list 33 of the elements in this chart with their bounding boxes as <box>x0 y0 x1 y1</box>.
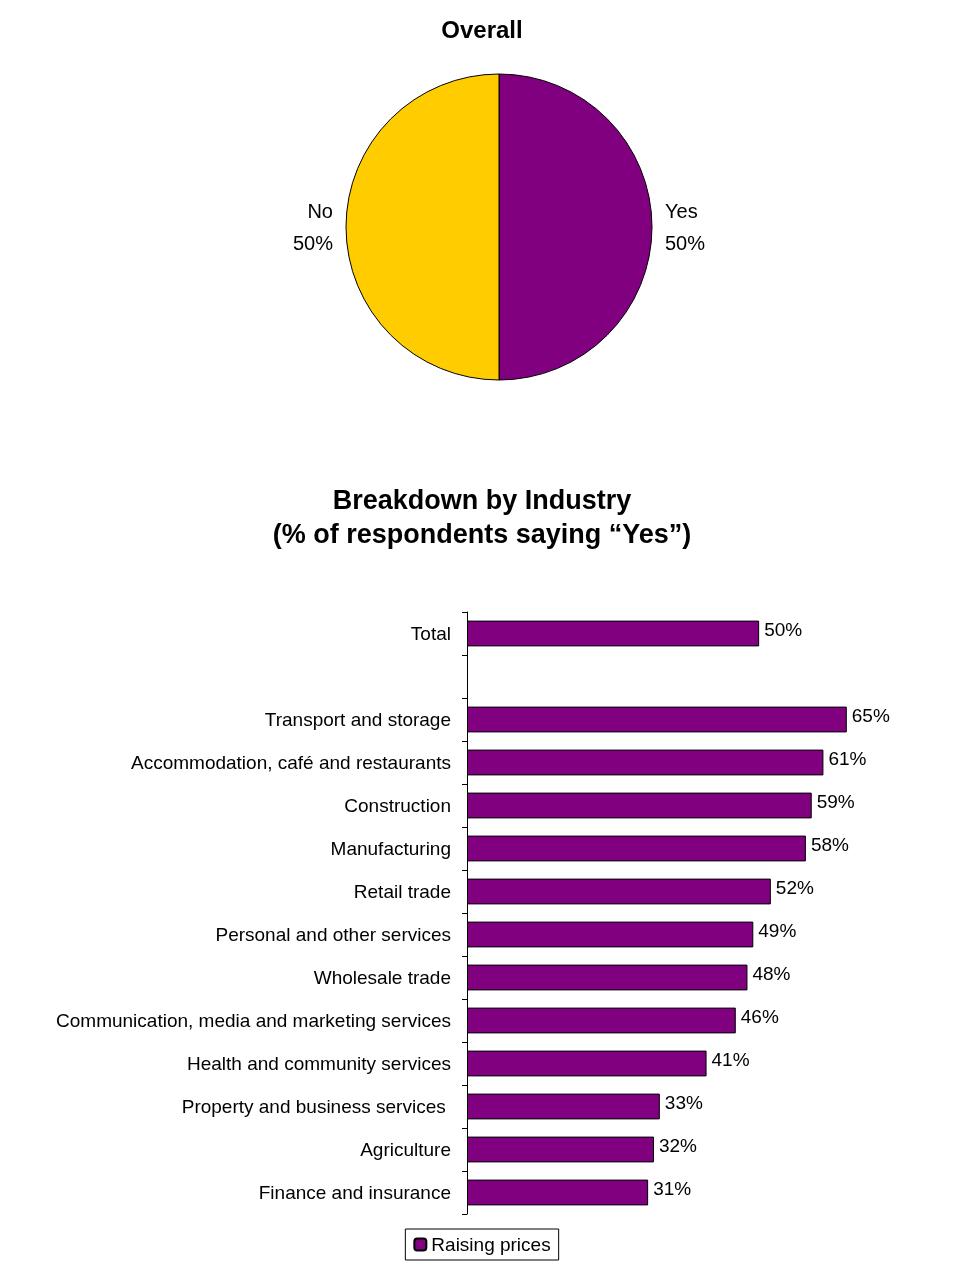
y-tick-label: Manufacturing <box>330 838 451 859</box>
y-tick-label: Health and community services <box>187 1053 451 1074</box>
data-label: 41% <box>711 1049 750 1070</box>
data-label: 33% <box>664 1092 703 1113</box>
y-tick-label: Accommodation, café and restaurants <box>130 752 451 773</box>
slice-label: No <box>307 200 333 222</box>
data-label: 52% <box>775 877 814 898</box>
data-label: 46% <box>740 1006 779 1027</box>
y-tick-label: Agriculture <box>360 1139 451 1160</box>
data-label: 48% <box>752 963 791 984</box>
y-tick-label: Communication, media and marketing services <box>56 1010 451 1031</box>
chart-title: Overall <box>441 15 523 43</box>
y-tick-label: Retail trade <box>353 881 451 902</box>
y-tick-label: Property and business services <box>181 1096 451 1117</box>
y-tick-label: Finance and insurance <box>258 1182 451 1203</box>
y-tick-label: Transport and storage <box>264 709 451 730</box>
data-label: 59% <box>816 791 855 812</box>
y-tick-label: Wholesale trade <box>313 967 451 988</box>
data-label: 50% <box>764 619 803 640</box>
data-label: 31% <box>653 1178 692 1199</box>
y-tick-label: Construction <box>344 795 451 816</box>
legend-label: Raising prices <box>431 1234 551 1255</box>
data-label: 58% <box>810 834 850 855</box>
y-tick-label: Total <box>410 623 451 644</box>
data-label: 65% <box>851 705 890 726</box>
data-label: 49% <box>758 920 797 941</box>
data-label: 61% <box>828 748 867 769</box>
data-label: 32% <box>658 1135 698 1156</box>
slice-label: Yes <box>665 200 698 222</box>
y-tick-label: Personal and other services <box>215 924 451 945</box>
data-label: 50% <box>665 232 706 254</box>
chart-title: Breakdown by Industry (% of respondents saying “Yes”) <box>272 485 692 549</box>
data-label: 50% <box>292 232 334 254</box>
